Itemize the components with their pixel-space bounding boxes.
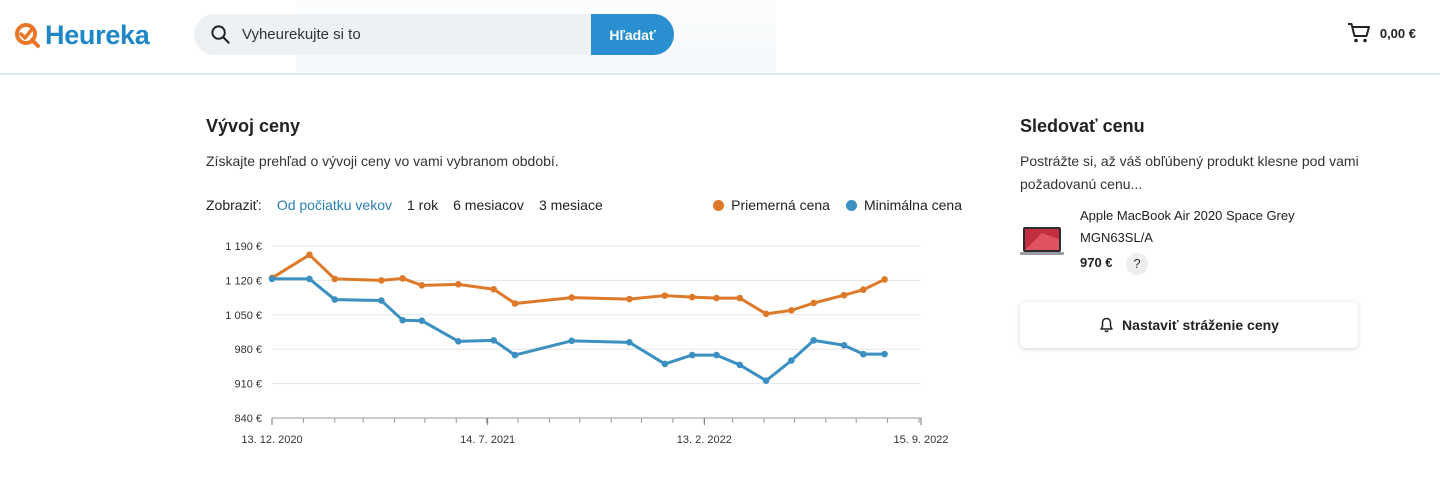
watch-price-description: Postrážte si, až váš obľúbený produkt kl… (1020, 153, 1359, 192)
legend-dot-average (713, 199, 725, 211)
search-bar: Hľadať (194, 14, 674, 55)
average-price-point (840, 291, 848, 299)
minimum-price-line (272, 277, 885, 383)
search-button[interactable]: Hľadať (591, 14, 674, 55)
search-input[interactable] (242, 14, 632, 55)
average-price-point (688, 293, 696, 301)
minimum-price-point (378, 297, 385, 304)
x-tick-label: 13. 12. 2020 (241, 434, 302, 446)
filter-1-year[interactable]: 1 rok (407, 197, 439, 213)
average-price-point (399, 275, 406, 282)
filter-3-months[interactable]: 3 mesiace (538, 197, 603, 213)
period-filter: Zobraziť: Od počiatku vekov 1 rok 6 mesi… (206, 197, 618, 213)
cart[interactable]: 0,00 € (1347, 22, 1416, 44)
set-price-watch-button[interactable]: Nastaviť stráženie ceny (1020, 302, 1358, 348)
chart-legend: Priemerná cena Minimálna cena (697, 197, 962, 213)
product-price: 970 € (1080, 255, 1113, 270)
minimum-price-point (268, 275, 276, 283)
average-price-point (736, 294, 744, 302)
filter-label: Zobraziť: (206, 197, 262, 213)
product-name[interactable]: Apple MacBook Air 2020 Space Grey MGN63S… (1080, 208, 1295, 245)
minimum-price-point (568, 337, 575, 345)
legend-label-minimum: Minimálna cena (863, 197, 962, 213)
filter-all-time[interactable]: Od počiatku vekov (276, 197, 392, 213)
x-tick-label: 13. 2. 2022 (677, 434, 732, 446)
average-price-point (810, 299, 817, 307)
minimum-price-point (399, 316, 406, 324)
cart-total: 0,00 € (1379, 25, 1416, 41)
logo-check-icon (15, 22, 40, 48)
filter-6-months[interactable]: 6 mesiacov (453, 197, 524, 213)
price-history-description: Získajte prehľad o vývoji ceny vo vami v… (206, 153, 559, 169)
minimum-price-point (810, 337, 817, 344)
average-price-point (881, 276, 888, 283)
minimum-price-point (490, 337, 498, 344)
heureka-logo[interactable]: Heureka (14, 20, 150, 51)
y-tick-label: 980 € (234, 344, 262, 356)
average-price-line (271, 253, 886, 316)
average-price-point (568, 294, 575, 301)
set-price-watch-label: Nastaviť stráženie ceny (1122, 317, 1279, 333)
legend-label-average: Priemerná cena (731, 197, 830, 213)
watch-price-title: Sledovať cenu (1020, 116, 1145, 136)
average-price-point (306, 251, 313, 259)
price-history-title: Vývoj ceny (206, 116, 301, 136)
minimum-price-point (762, 377, 770, 384)
average-price-point (661, 292, 669, 299)
minimum-price-point (881, 350, 888, 358)
site-header: Heureka Hľadať 0,00 € (0, 0, 1440, 75)
minimum-price-point (454, 338, 462, 345)
help-icon[interactable]: ? (1126, 253, 1148, 275)
search-icon (211, 25, 230, 44)
average-price-point (762, 310, 770, 318)
average-price-point (454, 281, 462, 288)
average-price-point (418, 282, 426, 289)
average-price-point (511, 300, 519, 307)
y-tick-label: 1 190 € (225, 241, 262, 253)
product-card: Apple MacBook Air 2020 Space Grey MGN63S… (1020, 205, 1360, 277)
average-price-point (490, 285, 498, 293)
average-price-point (713, 294, 720, 302)
x-tick-label: 14. 7. 2021 (460, 434, 515, 446)
bell-icon (1100, 317, 1113, 333)
minimum-price-point (331, 296, 339, 303)
minimum-price-point (626, 339, 633, 346)
price-chart: 1 190 € 1 120 € 1 050 € 980 € 910 € 840 € 13. … (225, 241, 948, 446)
logo-text: Heureka (45, 20, 150, 50)
minimum-price-point (736, 361, 744, 369)
minimum-price-point (661, 360, 669, 368)
y-tick-label: 1 050 € (225, 310, 262, 322)
legend-item-minimum[interactable]: Minimálna cena (845, 197, 962, 213)
minimum-price-point (713, 351, 720, 359)
average-price-point (626, 295, 633, 303)
average-price-point (378, 277, 385, 284)
minimum-price-point (306, 275, 313, 283)
product-image (1020, 227, 1064, 255)
minimum-price-point (788, 357, 795, 364)
y-tick-label: 910 € (234, 379, 262, 391)
minimum-price-point (859, 350, 867, 358)
minimum-price-point (840, 341, 848, 349)
x-tick-label: 15. 9. 2022 (893, 434, 948, 446)
legend-item-average[interactable]: Priemerná cena (713, 197, 830, 213)
y-tick-label: 1 120 € (225, 275, 262, 287)
cart-icon (1347, 23, 1370, 43)
y-tick-label: 840 € (234, 413, 262, 425)
legend-dot-minimum (845, 199, 857, 211)
minimum-price-point (418, 317, 426, 324)
minimum-price-point (688, 351, 696, 359)
average-price-point (788, 307, 795, 314)
average-price-point (859, 286, 867, 294)
minimum-price-point (511, 351, 519, 359)
average-price-point (331, 275, 339, 283)
